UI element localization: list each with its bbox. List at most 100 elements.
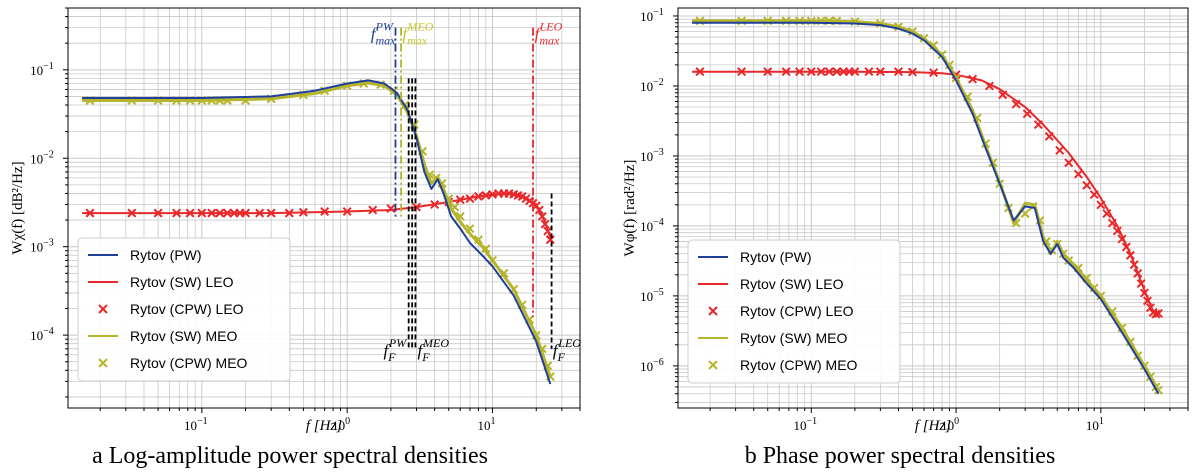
data-point-rytov-cpw-leo: [266, 208, 276, 218]
y-tick-label: 10−4: [30, 326, 54, 343]
y-tick-label: 10−1: [640, 7, 664, 24]
data-point-rytov-cpw-leo: [465, 194, 475, 204]
data-point-rytov-cpw-leo: [998, 90, 1008, 100]
grid: [68, 8, 580, 408]
legend-label-rytov-pw: Rytov (PW): [130, 247, 202, 263]
data-point-rytov-cpw-leo: [763, 67, 773, 77]
data-point-rytov-cpw-leo: [85, 208, 95, 218]
x-tick-label: 100: [941, 416, 959, 433]
legend-label-rytov-sw-meo: Rytov (SW) MEO: [740, 330, 847, 346]
legend: Rytov (PW) Rytov (SW) LEO Rytov (CPW) LEO R…: [77, 237, 291, 382]
data-point-rytov-cpw-leo: [543, 226, 553, 236]
legend-label-rytov-sw-leo: Rytov (SW) LEO: [740, 276, 844, 292]
data-point-rytov-cpw-leo: [207, 208, 217, 218]
data-point-rytov-cpw-leo: [172, 208, 182, 218]
data-point-rytov-cpw-leo: [1022, 109, 1032, 119]
legend-box: [77, 237, 291, 382]
data-point-rytov-cpw-leo: [893, 67, 903, 77]
x-axis-label: f [Hz]: [915, 418, 951, 434]
y-tick-label: 10−2: [640, 77, 664, 94]
data-point-rytov-cpw-leo: [781, 67, 791, 77]
data-point-rytov-cpw-leo: [1117, 234, 1127, 244]
y-tick-label: 10−3: [640, 147, 664, 164]
data-point-rytov-cpw-leo: [455, 195, 465, 205]
data-point-rytov-cpw-leo: [1011, 99, 1021, 109]
data-point-rytov-cpw-leo: [1082, 180, 1092, 190]
data-point-rytov-cpw-leo: [342, 206, 352, 217]
data-point-rytov-cpw-leo: [1096, 200, 1106, 210]
figure-caption: a Log-amplitude power spectral densities: [92, 443, 488, 469]
data-point-rytov-cpw-leo: [1142, 296, 1152, 306]
y-tick-label: 10−6: [640, 357, 664, 374]
data-point-rytov-cpw-leo: [795, 67, 805, 77]
legend-box: [687, 239, 901, 384]
data-point-rytov-cpw-leo: [320, 206, 330, 217]
legend-label-rytov-sw-leo: Rytov (SW) LEO: [130, 274, 234, 290]
data-point-rytov-cpw-leo: [1107, 218, 1117, 228]
data-point-rytov-cpw-leo: [1139, 288, 1149, 298]
data-point-rytov-cpw-leo: [984, 81, 994, 91]
data-point-rytov-cpw-leo: [1055, 145, 1065, 155]
data-point-rytov-cpw-leo: [1133, 268, 1143, 278]
data-point-rytov-cpw-leo: [1089, 190, 1099, 200]
annotation-label: fmaxLEO: [535, 20, 563, 48]
figure-caption: b Phase power spectral densities: [745, 443, 1056, 469]
x-tick-label: 101: [477, 416, 495, 433]
data-point-rytov-cpw-leo: [185, 208, 195, 218]
axes-frame: [677, 7, 1189, 409]
data-point-rytov-cpw-leo: [537, 211, 547, 221]
data-point-rytov-cpw-leo: [824, 67, 834, 77]
data-point-rytov-cpw-leo: [850, 67, 860, 77]
plot-area: [82, 79, 555, 385]
legend-swatch-rytov-cpw-meo: [98, 358, 108, 368]
data-point-rytov-cpw-leo: [215, 208, 225, 218]
chart-panel-b: 10−1 100 101 10−6 10−5 10−4 10−3 10−2 10−1 f [Hz]…: [622, 7, 1189, 469]
data-point-rytov-cpw-leo: [241, 208, 251, 218]
data-point-rytov-cpw-leo: [430, 199, 440, 210]
data-point-rytov-cpw-leo: [968, 74, 978, 84]
data-point-rytov-cpw-leo: [1121, 242, 1131, 252]
y-tick-label: 10−4: [640, 217, 664, 234]
y-tick-label: 10−1: [30, 61, 54, 78]
legend-label-rytov-cpw-leo: Rytov (CPW) LEO: [740, 303, 854, 319]
legend-swatch-rytov-cpw-leo: [98, 304, 108, 314]
y-tick-label: 10−5: [640, 287, 664, 304]
x-tick-label: 10−1: [184, 416, 208, 433]
data-point-rytov-cpw-leo: [929, 68, 939, 78]
legend-label-rytov-pw: Rytov (PW): [740, 249, 812, 265]
y-tick-label: 10−2: [30, 149, 54, 166]
data-point-rytov-cpw-leo: [222, 208, 232, 218]
y-tick-label: 10−3: [30, 238, 54, 255]
data-point-rytov-cpw-leo: [1129, 260, 1139, 270]
data-point-rytov-cpw-leo: [1151, 309, 1161, 319]
data-point-rytov-cpw-leo: [255, 208, 265, 218]
data-point-rytov-cpw-leo: [411, 202, 422, 212]
data-point-rytov-cpw-leo: [298, 207, 308, 217]
series-line-rytov-pw: [82, 79, 552, 385]
data-point-rytov-cpw-leo: [737, 67, 747, 77]
x-tick-label: 10−1: [793, 416, 817, 433]
series-line-rytov-sw-meo: [82, 81, 552, 378]
x-tick-label: 100: [332, 416, 350, 433]
legend-label-rytov-cpw-meo: Rytov (CPW) MEO: [130, 355, 248, 371]
data-point-rytov-cpw-leo: [832, 67, 842, 77]
x-axis-label: f [Hz]: [306, 418, 342, 434]
annotation-label: fmaxMEO: [402, 20, 433, 48]
data-point-rytov-cpw-leo: [1112, 226, 1122, 236]
data-point-rytov-cpw-leo: [1064, 158, 1074, 168]
data-point-rytov-cpw-leo: [1102, 209, 1112, 219]
y-axis-label: Wφ(f) [rad²/Hz]: [622, 160, 638, 257]
data-point-rytov-cpw-leo: [1153, 309, 1163, 319]
data-point-rytov-cpw-leo: [1136, 279, 1146, 289]
axes-frame: [67, 7, 581, 409]
data-point-rytov-cpw-leo: [153, 208, 163, 218]
series-line-rytov-sw-leo: [82, 192, 552, 239]
data-point-rytov-cpw-leo: [368, 205, 378, 215]
data-point-rytov-cpw-leo: [816, 67, 826, 77]
data-point-rytov-cpw-leo: [284, 208, 294, 218]
data-point-rytov-cpw-leo: [1044, 131, 1054, 141]
data-point-rytov-cpw-leo: [540, 219, 550, 229]
data-point-rytov-cpw-leo: [907, 67, 918, 77]
